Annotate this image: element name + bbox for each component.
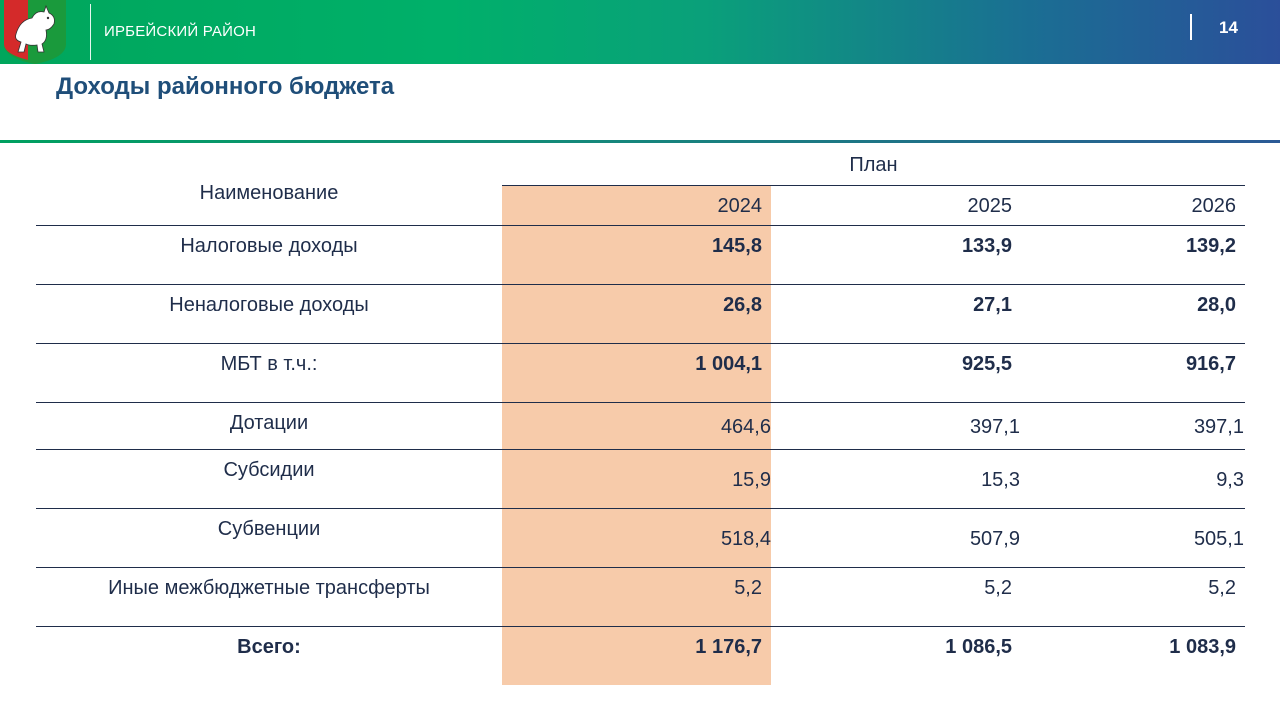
page-number-divider (1190, 14, 1192, 40)
row-value: 145,8 (711, 235, 762, 257)
row-divider (36, 449, 1245, 450)
row-divider (36, 567, 1245, 568)
page-title: Доходы районного бюджета (56, 73, 395, 100)
row-divider (36, 626, 1245, 627)
row-value: 5,2 (734, 577, 762, 599)
row-divider (36, 508, 1245, 509)
row-value: 925,5 (961, 353, 1012, 375)
plan-header: План (849, 154, 898, 176)
row-divider (36, 343, 1245, 344)
row-name-total: Всего: (237, 636, 301, 658)
row-name-nontax: Неналоговые доходы (169, 294, 369, 316)
row-value: 9,3 (1216, 469, 1244, 491)
row-value: 1 004,1 (695, 353, 762, 375)
year-2024-highlight (502, 186, 771, 685)
total-value: 1 176,7 (695, 636, 762, 658)
header-divider-line (36, 225, 1245, 226)
row-name-subventions: Субвенции (217, 518, 321, 540)
row-name-grants: Дотации (229, 412, 309, 434)
row-name-tax: Налоговые доходы (180, 235, 358, 257)
row-value: 397,1 (969, 416, 1020, 438)
page-number: 14 (1219, 18, 1238, 37)
row-value: 139,2 (1185, 235, 1236, 257)
region-name: ИРБЕЙСКИЙ РАЙОН (104, 23, 257, 40)
total-value: 1 083,9 (1169, 636, 1236, 658)
year-header-2026: 2026 (1191, 195, 1237, 217)
plan-divider (502, 185, 1245, 186)
title-underline (0, 140, 1280, 143)
row-value: 397,1 (1193, 416, 1244, 438)
total-value: 1 086,5 (945, 636, 1012, 658)
header-divider (90, 4, 91, 60)
name-column-header: Наименование (199, 182, 339, 204)
row-value: 505,1 (1193, 528, 1244, 550)
row-value: 464,6 (720, 416, 771, 438)
row-name-mbt: МБТ в т.ч.: (220, 353, 318, 375)
row-value: 28,0 (1197, 294, 1236, 316)
year-header-2024: 2024 (717, 195, 763, 217)
year-header-2025: 2025 (967, 195, 1013, 217)
row-value: 5,2 (1208, 577, 1236, 599)
row-value: 133,9 (961, 235, 1012, 257)
row-value: 27,1 (973, 294, 1012, 316)
row-value: 507,9 (969, 528, 1020, 550)
row-value: 916,7 (1185, 353, 1236, 375)
row-value: 15,9 (732, 469, 771, 491)
row-value: 26,8 (723, 294, 762, 316)
row-value: 5,2 (984, 577, 1012, 599)
header-bar: ИРБЕЙСКИЙ РАЙОН 14 (0, 0, 1280, 64)
row-divider (36, 402, 1245, 403)
coat-of-arms-icon (4, 0, 66, 64)
row-divider (36, 284, 1245, 285)
row-name-other-transfers: Иные межбюджетные трансферты (108, 577, 430, 599)
row-value: 15,3 (981, 469, 1020, 491)
row-value: 518,4 (720, 528, 771, 550)
row-name-subsidies: Субсидии (223, 459, 315, 481)
